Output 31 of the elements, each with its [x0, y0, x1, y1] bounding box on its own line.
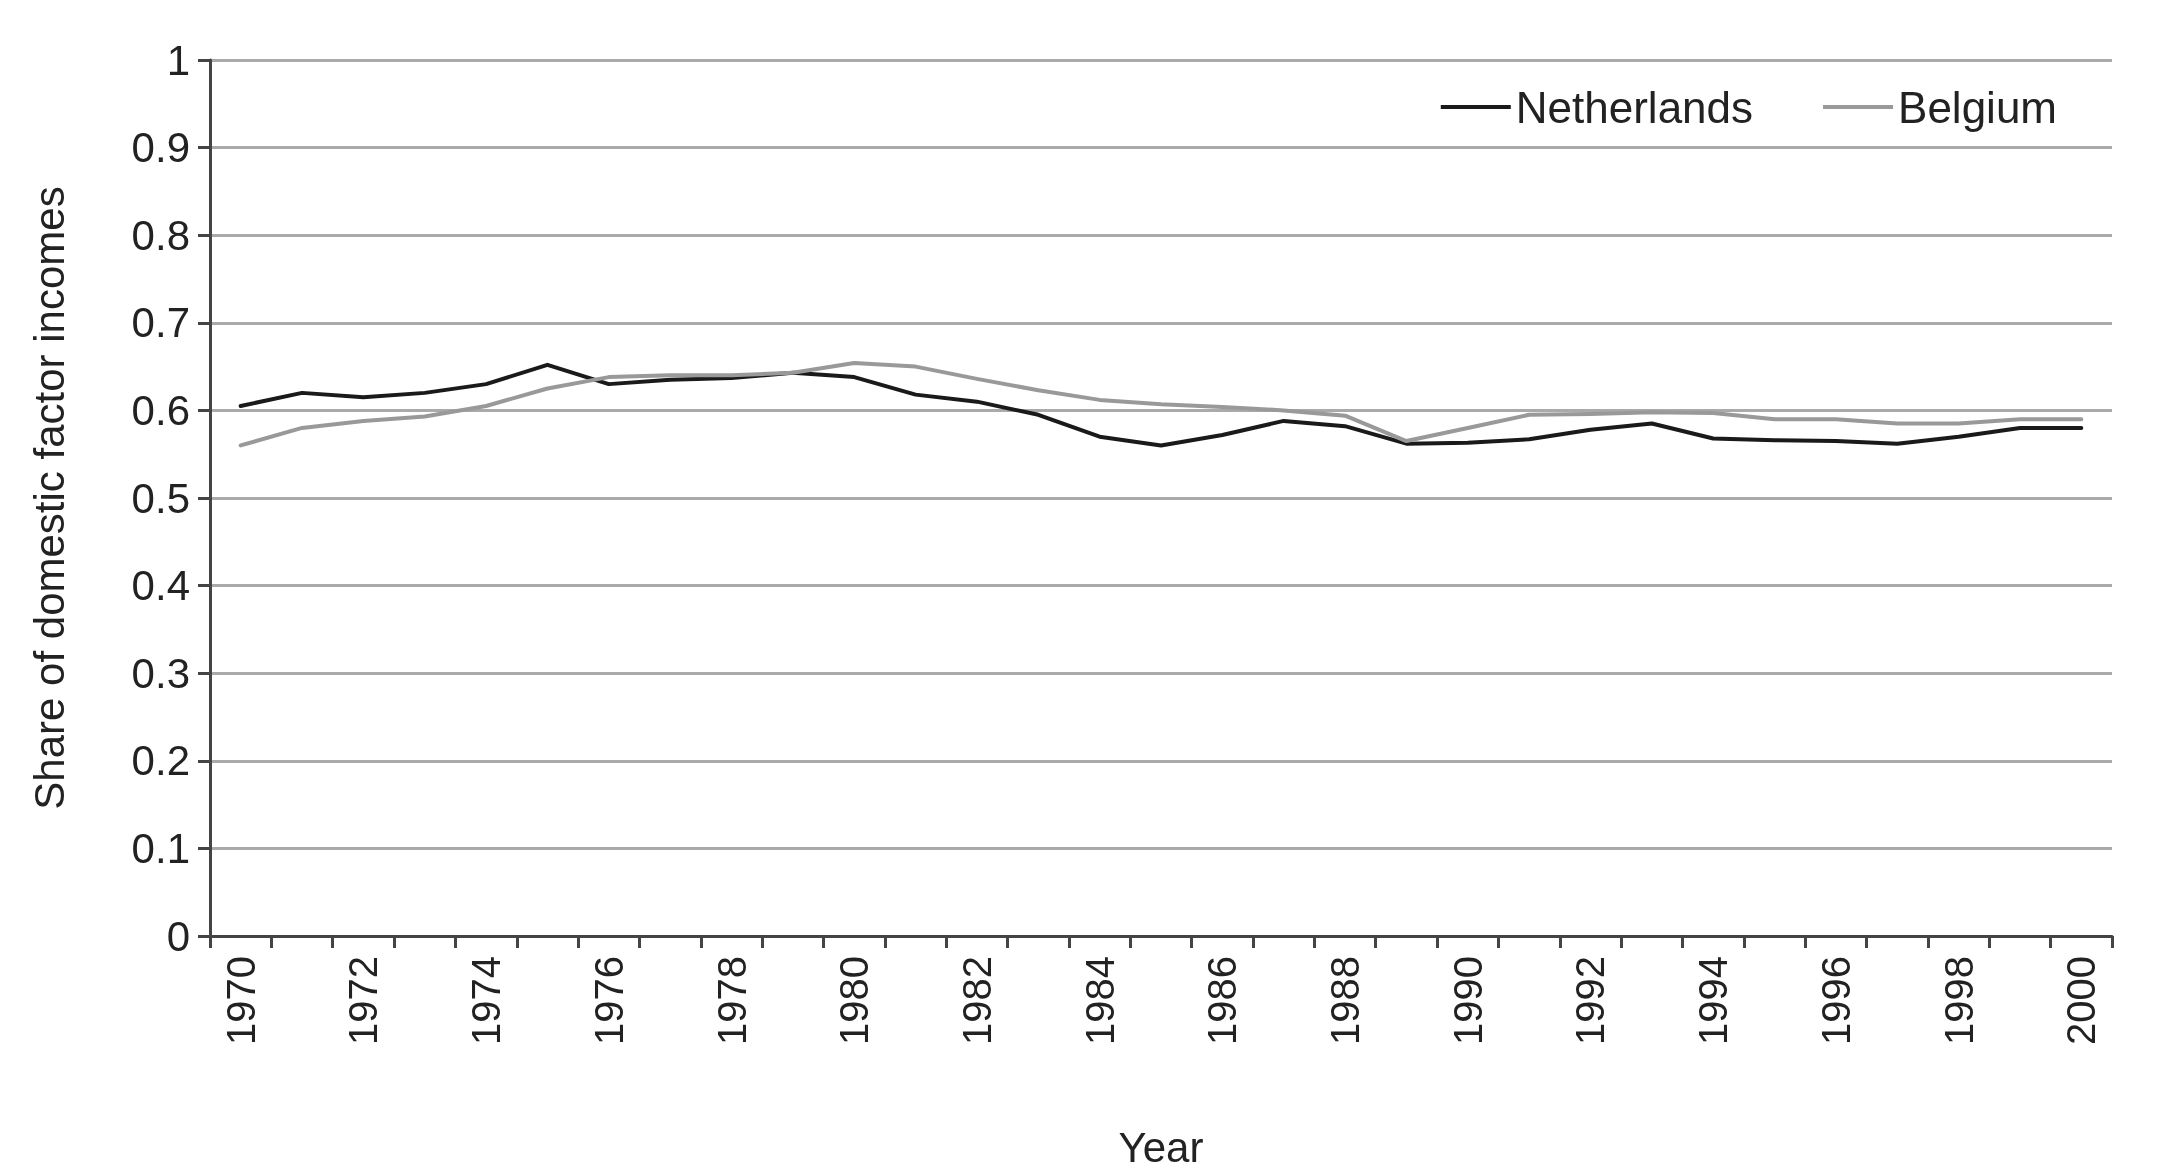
x-tick-label: 1976	[586, 956, 631, 1045]
x-tick-label: 1970	[218, 956, 263, 1045]
x-tick-label: 2000	[2059, 956, 2104, 1045]
x-tick-label: 1988	[1323, 956, 1368, 1045]
x-tick-label: 1978	[709, 956, 754, 1045]
y-tick-label: 0.8	[131, 211, 190, 259]
x-axis-title: Year	[1118, 1123, 1204, 1171]
legend-label: Belgium	[1898, 82, 2058, 132]
y-tick-label: 0.1	[131, 824, 190, 872]
x-tick-label: 1974	[464, 956, 509, 1045]
y-axis-title: Share of domestic factor incomes	[25, 186, 73, 810]
x-tick-label: 1992	[1568, 956, 1613, 1045]
x-tick-label: 1990	[1445, 956, 1490, 1045]
x-tick-label: 1982	[954, 956, 999, 1045]
x-tick-label: 1994	[1691, 956, 1736, 1045]
x-tick-label: 1986	[1200, 956, 1245, 1045]
y-tick-label: 0.9	[131, 124, 190, 172]
x-tick-label: 1980	[832, 956, 877, 1045]
y-tick-label: 1	[166, 36, 190, 84]
x-tick-label: 1972	[341, 956, 386, 1045]
y-tick-label: 0	[166, 912, 190, 960]
y-tick-label: 0.5	[131, 474, 190, 522]
y-tick-label: 0.6	[131, 386, 190, 434]
x-tick-label: 1996	[1813, 956, 1858, 1045]
legend-label: Netherlands	[1515, 82, 1754, 132]
y-tick-label: 0.4	[131, 562, 190, 610]
y-tick-label: 0.7	[131, 299, 190, 347]
y-tick-label: 0.2	[131, 737, 190, 785]
x-tick-label: 1984	[1077, 956, 1122, 1045]
y-tick-label: 0.3	[131, 649, 190, 697]
x-tick-label: 1998	[1936, 956, 1981, 1045]
